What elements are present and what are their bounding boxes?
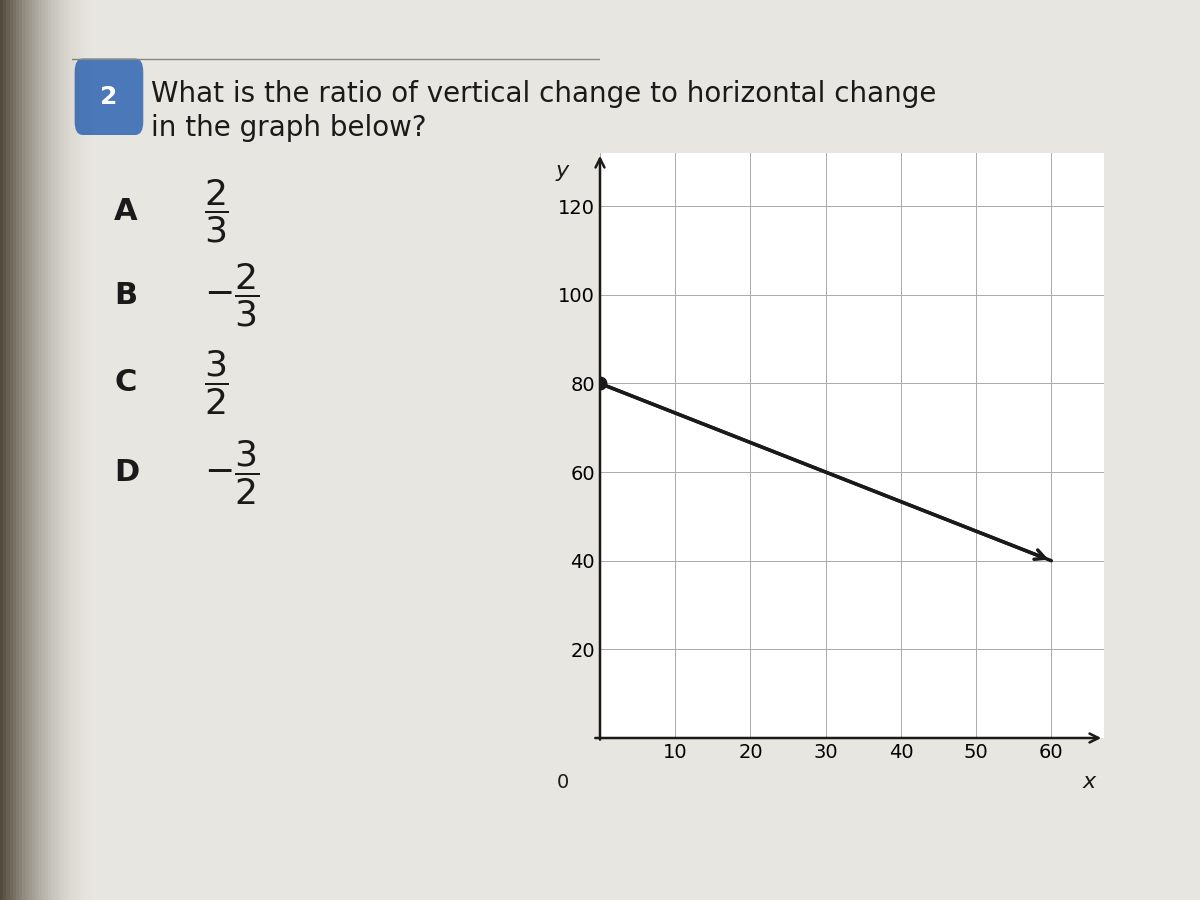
- FancyBboxPatch shape: [74, 58, 143, 135]
- Text: x: x: [1082, 772, 1096, 792]
- Text: 2: 2: [101, 86, 118, 109]
- Text: 0: 0: [557, 773, 569, 792]
- Text: in the graph below?: in the graph below?: [151, 113, 427, 142]
- Text: D: D: [114, 458, 139, 487]
- Text: y: y: [556, 161, 569, 181]
- Text: $-\dfrac{3}{2}$: $-\dfrac{3}{2}$: [204, 438, 259, 507]
- Text: $-\dfrac{2}{3}$: $-\dfrac{2}{3}$: [204, 262, 259, 328]
- Text: $\dfrac{3}{2}$: $\dfrac{3}{2}$: [204, 348, 229, 417]
- Text: $\dfrac{2}{3}$: $\dfrac{2}{3}$: [204, 178, 229, 245]
- Text: A: A: [114, 197, 138, 226]
- Text: What is the ratio of vertical change to horizontal change: What is the ratio of vertical change to …: [151, 80, 936, 109]
- Text: C: C: [114, 368, 137, 397]
- Text: B: B: [114, 281, 137, 310]
